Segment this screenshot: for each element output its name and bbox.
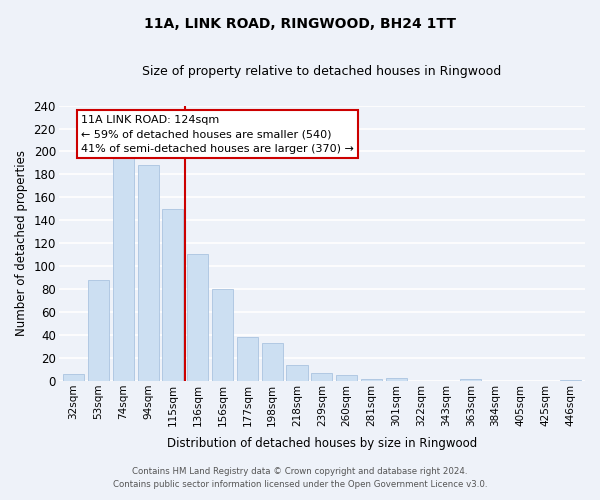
- Bar: [88, 280, 109, 381]
- Bar: [113, 155, 134, 381]
- Bar: [163, 209, 184, 381]
- X-axis label: Distribution of detached houses by size in Ringwood: Distribution of detached houses by size …: [167, 437, 477, 450]
- Title: Size of property relative to detached houses in Ringwood: Size of property relative to detached ho…: [142, 65, 502, 78]
- Bar: [460, 378, 481, 381]
- Bar: [187, 254, 208, 381]
- Text: Contains HM Land Registry data © Crown copyright and database right 2024.
Contai: Contains HM Land Registry data © Crown c…: [113, 468, 487, 489]
- Bar: [137, 165, 158, 381]
- Text: 11A LINK ROAD: 124sqm
← 59% of detached houses are smaller (540)
41% of semi-det: 11A LINK ROAD: 124sqm ← 59% of detached …: [81, 114, 354, 154]
- Y-axis label: Number of detached properties: Number of detached properties: [15, 150, 28, 336]
- Bar: [560, 380, 581, 381]
- Bar: [336, 375, 357, 381]
- Bar: [262, 343, 283, 381]
- Bar: [361, 378, 382, 381]
- Bar: [212, 289, 233, 381]
- Bar: [63, 374, 84, 381]
- Text: 11A, LINK ROAD, RINGWOOD, BH24 1TT: 11A, LINK ROAD, RINGWOOD, BH24 1TT: [144, 18, 456, 32]
- Bar: [386, 378, 407, 381]
- Bar: [286, 365, 308, 381]
- Bar: [237, 338, 258, 381]
- Bar: [311, 373, 332, 381]
